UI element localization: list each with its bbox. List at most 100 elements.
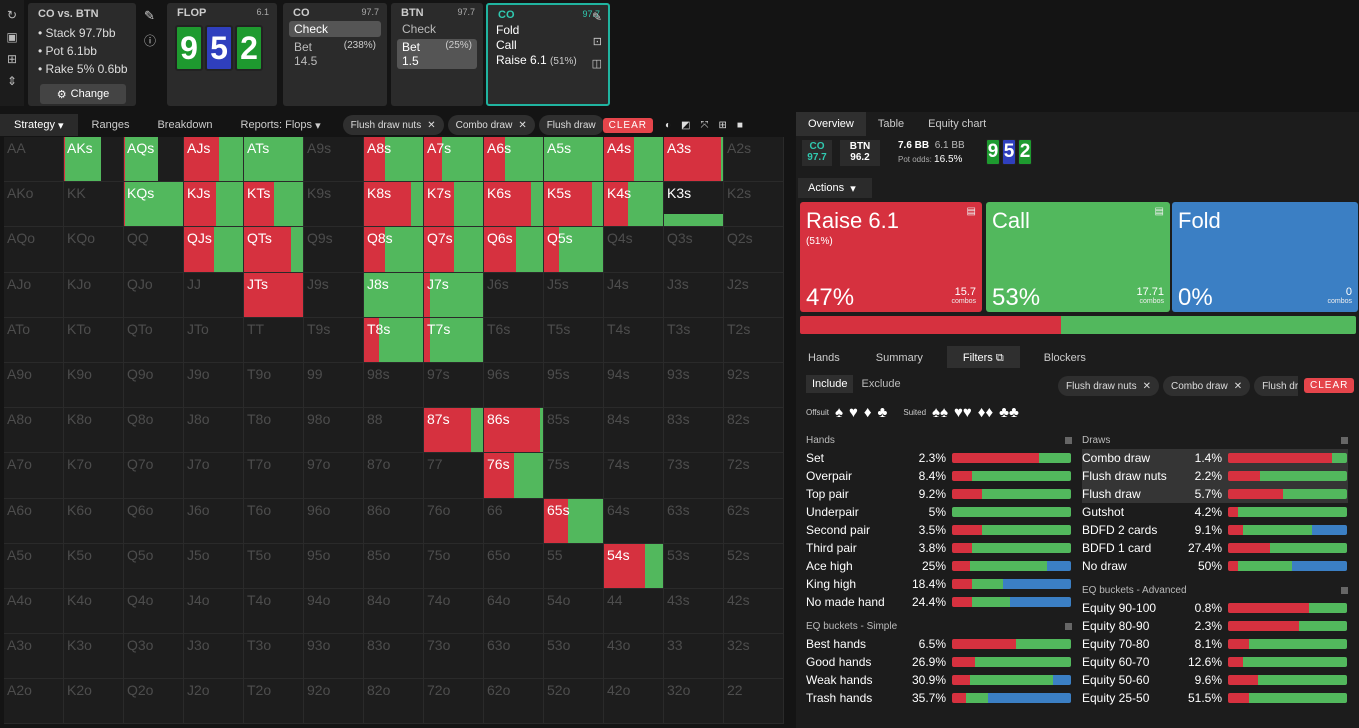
hand-cell-A2s[interactable]: A2s [724,137,784,183]
hand-cell-72o[interactable]: 72o [424,679,484,725]
hand-cell-K4o[interactable]: K4o [64,588,124,635]
hand-cell-J8o[interactable]: J8o [184,408,244,454]
hand-cell-Q3o[interactable]: Q3o [124,634,184,680]
close-icon[interactable]: ✕ [1233,380,1243,392]
action-card-call[interactable]: Call 53% 17.71 combos ▤ [986,202,1170,312]
hand-cell-K8o[interactable]: K8o [64,408,124,454]
expand-icon[interactable]: ⤧ [700,119,709,131]
tab-summary[interactable]: Summary [875,352,923,364]
square-icon[interactable]: ■ [736,119,743,131]
hand-cell-QJo[interactable]: QJo [124,272,184,318]
hand-cell-Q5s[interactable]: Q5s [544,227,604,273]
hand-cell-T3s[interactable]: T3s [664,317,724,363]
hand-cell-AKs[interactable]: AKs [64,137,124,183]
action-bet[interactable]: Bet 14.5 (238%) [294,40,376,68]
details-icon[interactable]: ▤ [1154,206,1164,217]
hand-cell-76s[interactable]: 76s [484,453,544,499]
hand-cell-76o[interactable]: 76o [424,498,484,544]
hand-cell-44[interactable]: 44 [604,588,664,635]
hand-cell-T6o[interactable]: T6o [244,498,304,544]
hand-cell-Q2s[interactable]: Q2s [724,227,784,273]
filter-row[interactable]: BDFD 2 cards 9.1% [1082,521,1348,539]
hand-cell-J3o[interactable]: J3o [184,634,244,680]
hand-cell-88[interactable]: 88 [364,408,424,454]
hand-cell-86s[interactable]: 86s [484,408,544,454]
hand-cell-54s[interactable]: 54s [604,543,664,589]
hand-cell-AJo[interactable]: AJo [4,272,64,318]
hand-cell-42o[interactable]: 42o [604,679,664,725]
tab-breakdown[interactable]: Breakdown [157,119,213,131]
hand-cell-ATs[interactable]: ATs [244,137,304,183]
clear-button[interactable]: CLEAR [602,117,653,133]
hand-cell-TT[interactable]: TT [244,317,304,363]
hand-cell-K4s[interactable]: K4s [604,182,664,228]
close-icon[interactable]: ✕ [1142,380,1151,392]
tab-equity-chart[interactable]: Equity chart [928,118,987,130]
hand-cell-J3s[interactable]: J3s [664,272,724,318]
hand-cell-K7s[interactable]: K7s [424,182,484,228]
hand-cell-K2s[interactable]: K2s [724,182,784,228]
hand-cell-J4o[interactable]: J4o [184,588,244,635]
hand-cell-42s[interactable]: 42s [724,588,784,635]
hand-cell-K5o[interactable]: K5o [64,543,124,589]
action-raise[interactable]: Raise 6.1 (51%) [496,53,577,67]
hand-cell-86o[interactable]: 86o [364,498,424,544]
hand-cell-AQs[interactable]: AQs [124,137,184,183]
hand-cell-55[interactable]: 55 [544,543,604,589]
hand-cell-T6s[interactable]: T6s [484,317,544,363]
hand-cell-83s[interactable]: 83s [664,408,724,454]
include-toggle[interactable]: Include [806,375,854,393]
hand-cell-53o[interactable]: 53o [544,634,604,680]
compare-icon[interactable]: ◫ [591,58,602,70]
hand-cell-73o[interactable]: 73o [424,634,484,680]
hand-cell-93s[interactable]: 93s [664,362,724,409]
hand-cell-74s[interactable]: 74s [604,453,664,499]
hand-cell-82s[interactable]: 82s [724,408,784,454]
hand-cell-A4o[interactable]: A4o [4,588,64,635]
align-icon[interactable]: ⇕ [6,74,18,88]
hand-cell-85o[interactable]: 85o [364,543,424,589]
hand-cell-95o[interactable]: 95o [304,543,364,589]
hand-cell-K3o[interactable]: K3o [64,634,124,680]
suited-hearts-icon[interactable]: ♥♥ [953,404,972,421]
action-card-fold[interactable]: Fold 0% 0 combos [1172,202,1358,312]
hand-cell-84o[interactable]: 84o [364,588,424,635]
hand-cell-43s[interactable]: 43s [664,588,724,635]
hand-cell-KJs[interactable]: KJs [184,182,244,228]
hand-cell-QQ[interactable]: QQ [124,227,184,273]
tab-strategy[interactable]: Strategy ▾ [0,114,78,136]
hand-cell-Q7o[interactable]: Q7o [124,453,184,499]
node-btn[interactable]: BTN 97.7 Check Bet 1.5 (25%) [391,3,483,106]
gamepad-icon[interactable]: ⊞ [6,52,18,66]
hand-cell-87o[interactable]: 87o [364,453,424,499]
filter-row[interactable]: Equity 80-90 2.3% [1082,617,1348,635]
chip-combo-draw[interactable]: Combo draw ✕ [1162,376,1251,396]
filter-row[interactable]: Second pair 3.5% [806,521,1072,539]
hand-cell-22[interactable]: 22 [724,679,784,725]
hand-cell-65o[interactable]: 65o [484,543,544,589]
filter-row[interactable]: Equity 90-100 0.8% [1082,599,1348,617]
info-icon[interactable]: ⓘ [144,34,157,48]
hand-cell-A5s[interactable]: A5s [544,137,604,183]
filter-row[interactable]: Trash hands 35.7% [806,689,1072,707]
hand-cell-K8s[interactable]: K8s [364,182,424,228]
hand-cell-ATo[interactable]: ATo [4,317,64,363]
hand-cell-53s[interactable]: 53s [664,543,724,589]
hand-cell-73s[interactable]: 73s [664,453,724,499]
hand-cell-43o[interactable]: 43o [604,634,664,680]
hand-cell-A7o[interactable]: A7o [4,453,64,499]
hand-cell-T4o[interactable]: T4o [244,588,304,635]
hand-cell-AQo[interactable]: AQo [4,227,64,273]
hand-cell-74o[interactable]: 74o [424,588,484,635]
hand-cell-83o[interactable]: 83o [364,634,424,680]
hand-cell-98s[interactable]: 98s [364,362,424,409]
hand-cell-K9s[interactable]: K9s [304,182,364,228]
filter-row[interactable]: Equity 60-70 12.6% [1082,653,1348,671]
close-icon[interactable]: ✕ [518,119,527,131]
filter-row[interactable]: Third pair 3.8% [806,539,1072,557]
action-bet[interactable]: Bet 1.5 (25%) [397,39,477,69]
hand-cell-T9o[interactable]: T9o [244,362,304,409]
hand-cell-K6s[interactable]: K6s [484,182,544,228]
hand-cell-JTs[interactable]: JTs [244,272,304,318]
hand-cell-33[interactable]: 33 [664,634,724,680]
